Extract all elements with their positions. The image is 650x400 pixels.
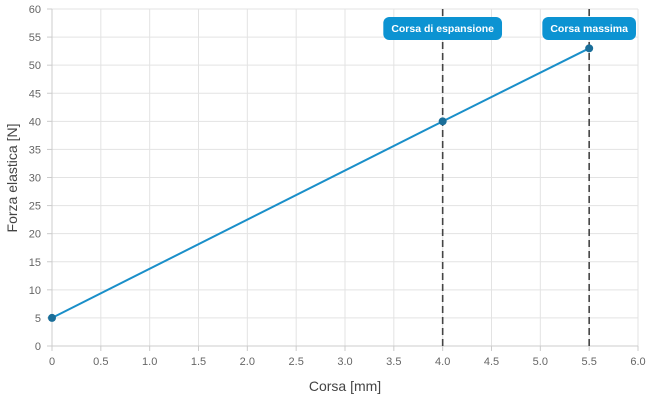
series-line [51, 47, 590, 319]
x-tick-label: 1.5 [191, 356, 206, 368]
series-layer [48, 44, 594, 322]
annotation-box [542, 17, 636, 40]
y-tick-label: 25 [29, 201, 41, 213]
x-tick-label: 1.0 [142, 356, 157, 368]
y-tick-label: 40 [29, 116, 41, 128]
annotation-label: Corsa massima [542, 17, 636, 40]
data-point [438, 117, 447, 126]
annotation-line-layer [441, 9, 590, 346]
x-tick-label: 2.0 [240, 356, 255, 368]
x-tick-label: 5.0 [533, 356, 548, 368]
annotation-text: Corsa massima [550, 23, 628, 35]
y-tick-label: 15 [29, 257, 41, 269]
x-tick-label: 4.0 [435, 356, 450, 368]
grid-layer [51, 8, 639, 347]
y-tick-label: 55 [29, 32, 41, 44]
y-axis-title: Forza elastica [N] [4, 124, 20, 233]
y-tick-label: 5 [35, 313, 41, 325]
y-tick-label: 0 [35, 341, 41, 353]
x-tick-label: 4.5 [484, 356, 499, 368]
annotation-box [383, 17, 503, 40]
x-tick-label: 3.5 [386, 356, 401, 368]
y-tick-label: 60 [29, 4, 41, 16]
x-axis-title: Corsa [mm] [309, 378, 381, 394]
y-tick-label: 35 [29, 144, 41, 156]
x-tick-label: 6.0 [630, 356, 645, 368]
y-tick-label: 30 [29, 173, 41, 185]
data-point [585, 44, 594, 53]
x-tick-label: 2.5 [289, 356, 304, 368]
y-tick-label: 10 [29, 285, 41, 297]
x-tick-label: 0 [49, 356, 55, 368]
data-point [48, 313, 56, 322]
y-tick-label: 20 [29, 229, 41, 241]
y-tick-label: 50 [29, 60, 41, 72]
x-tick-label: 0.5 [93, 356, 108, 368]
y-tick-label: 45 [29, 88, 41, 100]
x-tick-label: 3.0 [337, 356, 352, 368]
annotation-label: Corsa di espansione [383, 17, 503, 40]
x-tick-label: 5.5 [582, 356, 597, 368]
annotation-label-layer: Corsa di espansione Corsa massima [383, 17, 636, 40]
annotation-text: Corsa di espansione [391, 23, 494, 35]
tick-layer: 0 0.5 1.0 1.5 2.0 2.5 3.0 3.5 4.0 4.5 5.0 5.5 6.0 0 5 1… [29, 4, 646, 368]
